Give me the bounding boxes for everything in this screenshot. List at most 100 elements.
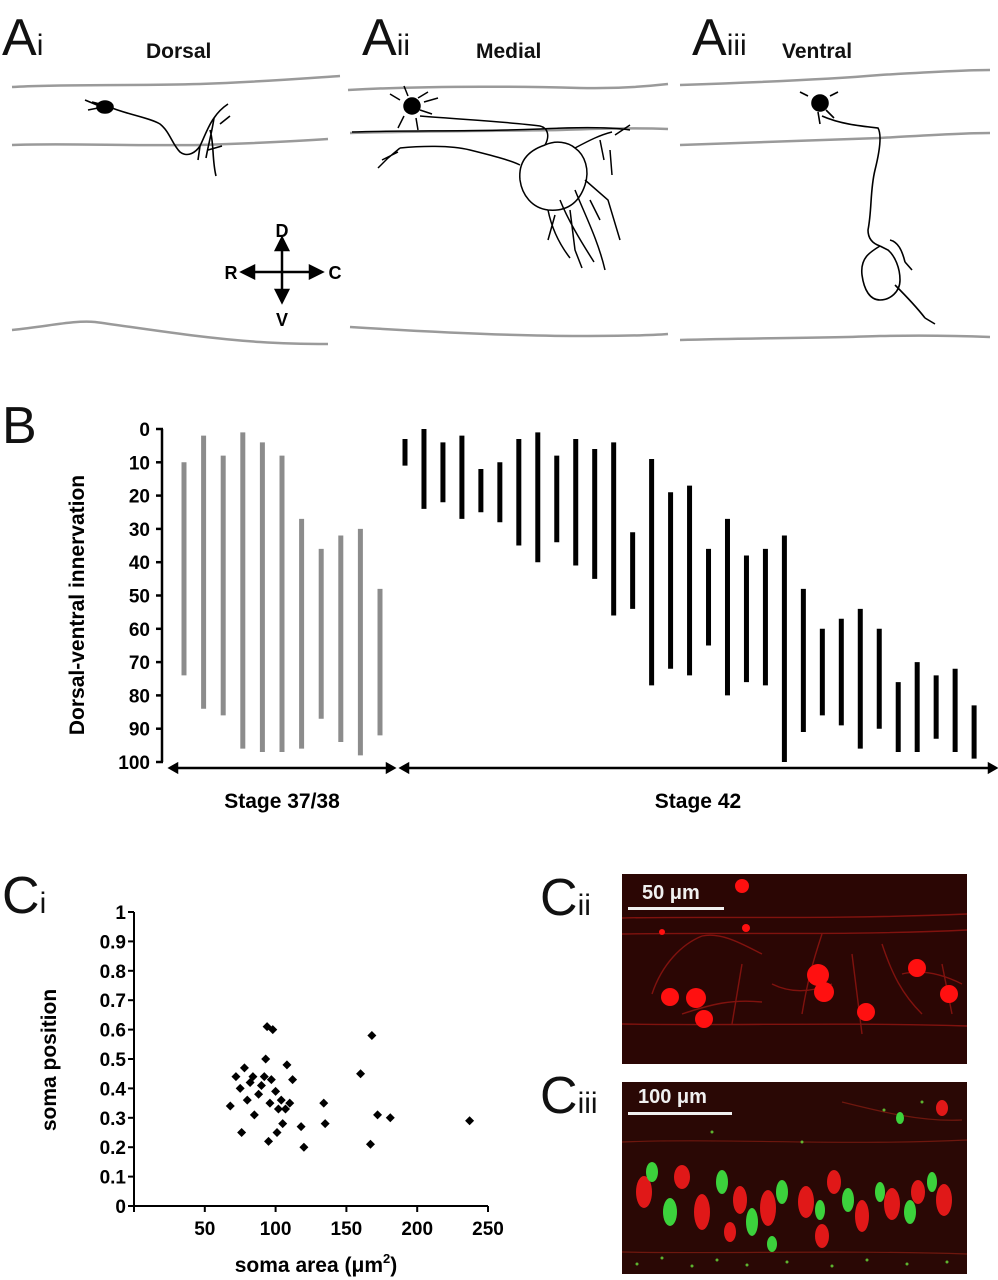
compass-c: C bbox=[329, 263, 342, 283]
ventral-neuron bbox=[799, 91, 936, 325]
scale-bar-50um bbox=[628, 907, 724, 910]
c-y-tick-label: 0.2 bbox=[100, 1138, 126, 1159]
micrograph-ciii-drawing bbox=[622, 1082, 967, 1274]
scatter-point bbox=[259, 1072, 269, 1082]
c-x-tick-label: 50 bbox=[194, 1219, 215, 1240]
ventral-boundaries bbox=[679, 68, 991, 342]
scatter-point bbox=[261, 1054, 271, 1064]
scatter-point bbox=[248, 1072, 258, 1082]
c-y-tick-label: 0.5 bbox=[100, 1050, 127, 1071]
b-y-tick-label: 70 bbox=[129, 653, 150, 674]
scatter-point bbox=[272, 1128, 282, 1137]
scale-bar-100um bbox=[628, 1112, 732, 1115]
panel-letter-b: B bbox=[2, 397, 37, 455]
stage-brackets bbox=[167, 761, 998, 775]
scatter-y-label: soma position bbox=[38, 989, 61, 1131]
title-dorsal: Dorsal bbox=[146, 40, 212, 63]
scatter-point bbox=[296, 1122, 306, 1132]
scatter-point bbox=[367, 1030, 377, 1040]
c-y-tick-label: 0.6 bbox=[100, 1021, 126, 1042]
scatter-point bbox=[231, 1072, 241, 1082]
b-y-tick-label: 0 bbox=[139, 420, 150, 441]
panel-letter-aiii: Aiii bbox=[692, 9, 747, 67]
scatter-point bbox=[320, 1119, 330, 1129]
scatter-point bbox=[319, 1098, 329, 1108]
y-axis-label: Dorsal-ventral innervation bbox=[66, 475, 89, 735]
scatter-point bbox=[254, 1089, 264, 1099]
scatter-point bbox=[365, 1139, 375, 1149]
micrograph-ciii: 100 μm bbox=[622, 1082, 967, 1274]
panel-letter-ci: Ci bbox=[2, 867, 47, 925]
scatter-point bbox=[385, 1113, 395, 1123]
c-x-tick-label: 100 bbox=[260, 1219, 292, 1240]
panel-letter-aii: Aii bbox=[362, 9, 411, 67]
scatter-x-label: soma area (μm2) bbox=[235, 1251, 398, 1277]
scatter-point bbox=[273, 1104, 283, 1114]
scatter-point bbox=[256, 1080, 266, 1090]
compass-v: V bbox=[276, 310, 288, 330]
scatter-point bbox=[242, 1095, 252, 1105]
micrograph-cii-drawing bbox=[622, 874, 967, 1064]
scatter-point bbox=[271, 1086, 281, 1096]
c-y-tick-label: 0.8 bbox=[100, 962, 126, 983]
scatter-point bbox=[249, 1110, 259, 1120]
scatter-point bbox=[237, 1128, 247, 1137]
c-y-tick-label: 0.4 bbox=[100, 1079, 127, 1100]
scale-label-100um: 100 μm bbox=[638, 1086, 707, 1108]
scatter-point bbox=[299, 1142, 309, 1152]
panel-letter-cii: Cii bbox=[540, 869, 591, 927]
c-x-tick-label: 150 bbox=[331, 1219, 363, 1240]
scatter-point bbox=[373, 1110, 383, 1120]
medial-neuron bbox=[351, 85, 631, 271]
dorsal-boundaries bbox=[11, 74, 341, 346]
b-y-tick-label: 20 bbox=[129, 487, 150, 508]
b-y-tick-label: 30 bbox=[129, 520, 150, 541]
scatter-chart: soma position 0 0.1 0.2 0.3 0.4 0.5 0.6 0.7 0.8 0… bbox=[38, 903, 504, 1277]
b-y-tick-label: 60 bbox=[129, 620, 150, 641]
title-ventral: Ventral bbox=[782, 40, 853, 63]
scatter-point bbox=[225, 1101, 235, 1111]
range-bar-chart: Dorsal-ventral innervation 0 10 20 30 40 50 60… bbox=[66, 420, 998, 813]
b-y-tick-label: 50 bbox=[129, 587, 150, 608]
c-x-tick-label: 200 bbox=[401, 1219, 433, 1240]
neuron-tracings: D V R C bbox=[11, 68, 991, 346]
c-y-tick-label: 0 bbox=[115, 1197, 126, 1218]
c-y-tick-label: 1 bbox=[115, 903, 126, 924]
compass-arrows bbox=[239, 235, 325, 305]
dorsal-neuron bbox=[84, 99, 231, 177]
scatter-point bbox=[281, 1104, 291, 1114]
scatter-point bbox=[282, 1060, 292, 1070]
scatter-point bbox=[264, 1136, 274, 1146]
group-label-stage-37-38: Stage 37/38 bbox=[224, 790, 340, 813]
b-y-tick-label: 90 bbox=[129, 720, 150, 741]
scatter-point bbox=[266, 1075, 276, 1085]
scatter-point bbox=[239, 1063, 249, 1073]
scatter-point bbox=[276, 1095, 286, 1105]
scatter-point bbox=[262, 1022, 272, 1032]
scatter-point bbox=[265, 1098, 275, 1108]
panel-letter-ai: Ai bbox=[2, 9, 44, 67]
group-label-stage-42: Stage 42 bbox=[655, 790, 741, 813]
compass-d: D bbox=[276, 221, 289, 241]
scatter-point bbox=[235, 1083, 245, 1093]
title-medial: Medial bbox=[476, 40, 542, 63]
c-y-tick-label: 0.3 bbox=[100, 1109, 126, 1130]
scatter-point bbox=[278, 1119, 288, 1129]
scatter-point bbox=[288, 1075, 298, 1085]
b-y-tick-label: 80 bbox=[129, 686, 150, 707]
c-x-tick-label: 250 bbox=[472, 1219, 504, 1240]
scatter-point bbox=[465, 1116, 475, 1126]
medial-boundaries bbox=[347, 82, 669, 338]
c-y-tick-label: 0.1 bbox=[100, 1168, 127, 1189]
scale-label-50um: 50 μm bbox=[642, 882, 700, 904]
b-y-tick-label: 100 bbox=[118, 753, 150, 774]
c-y-tick-label: 0.7 bbox=[100, 991, 126, 1012]
b-y-tick-label: 10 bbox=[129, 453, 150, 474]
scatter-point bbox=[285, 1098, 295, 1108]
compass-r: R bbox=[225, 263, 238, 283]
scatter-point bbox=[356, 1069, 366, 1079]
scatter-point bbox=[268, 1025, 278, 1035]
c-y-tick-label: 0.9 bbox=[100, 932, 126, 953]
micrograph-cii: 50 μm bbox=[622, 874, 967, 1064]
b-y-tick-label: 40 bbox=[129, 553, 150, 574]
